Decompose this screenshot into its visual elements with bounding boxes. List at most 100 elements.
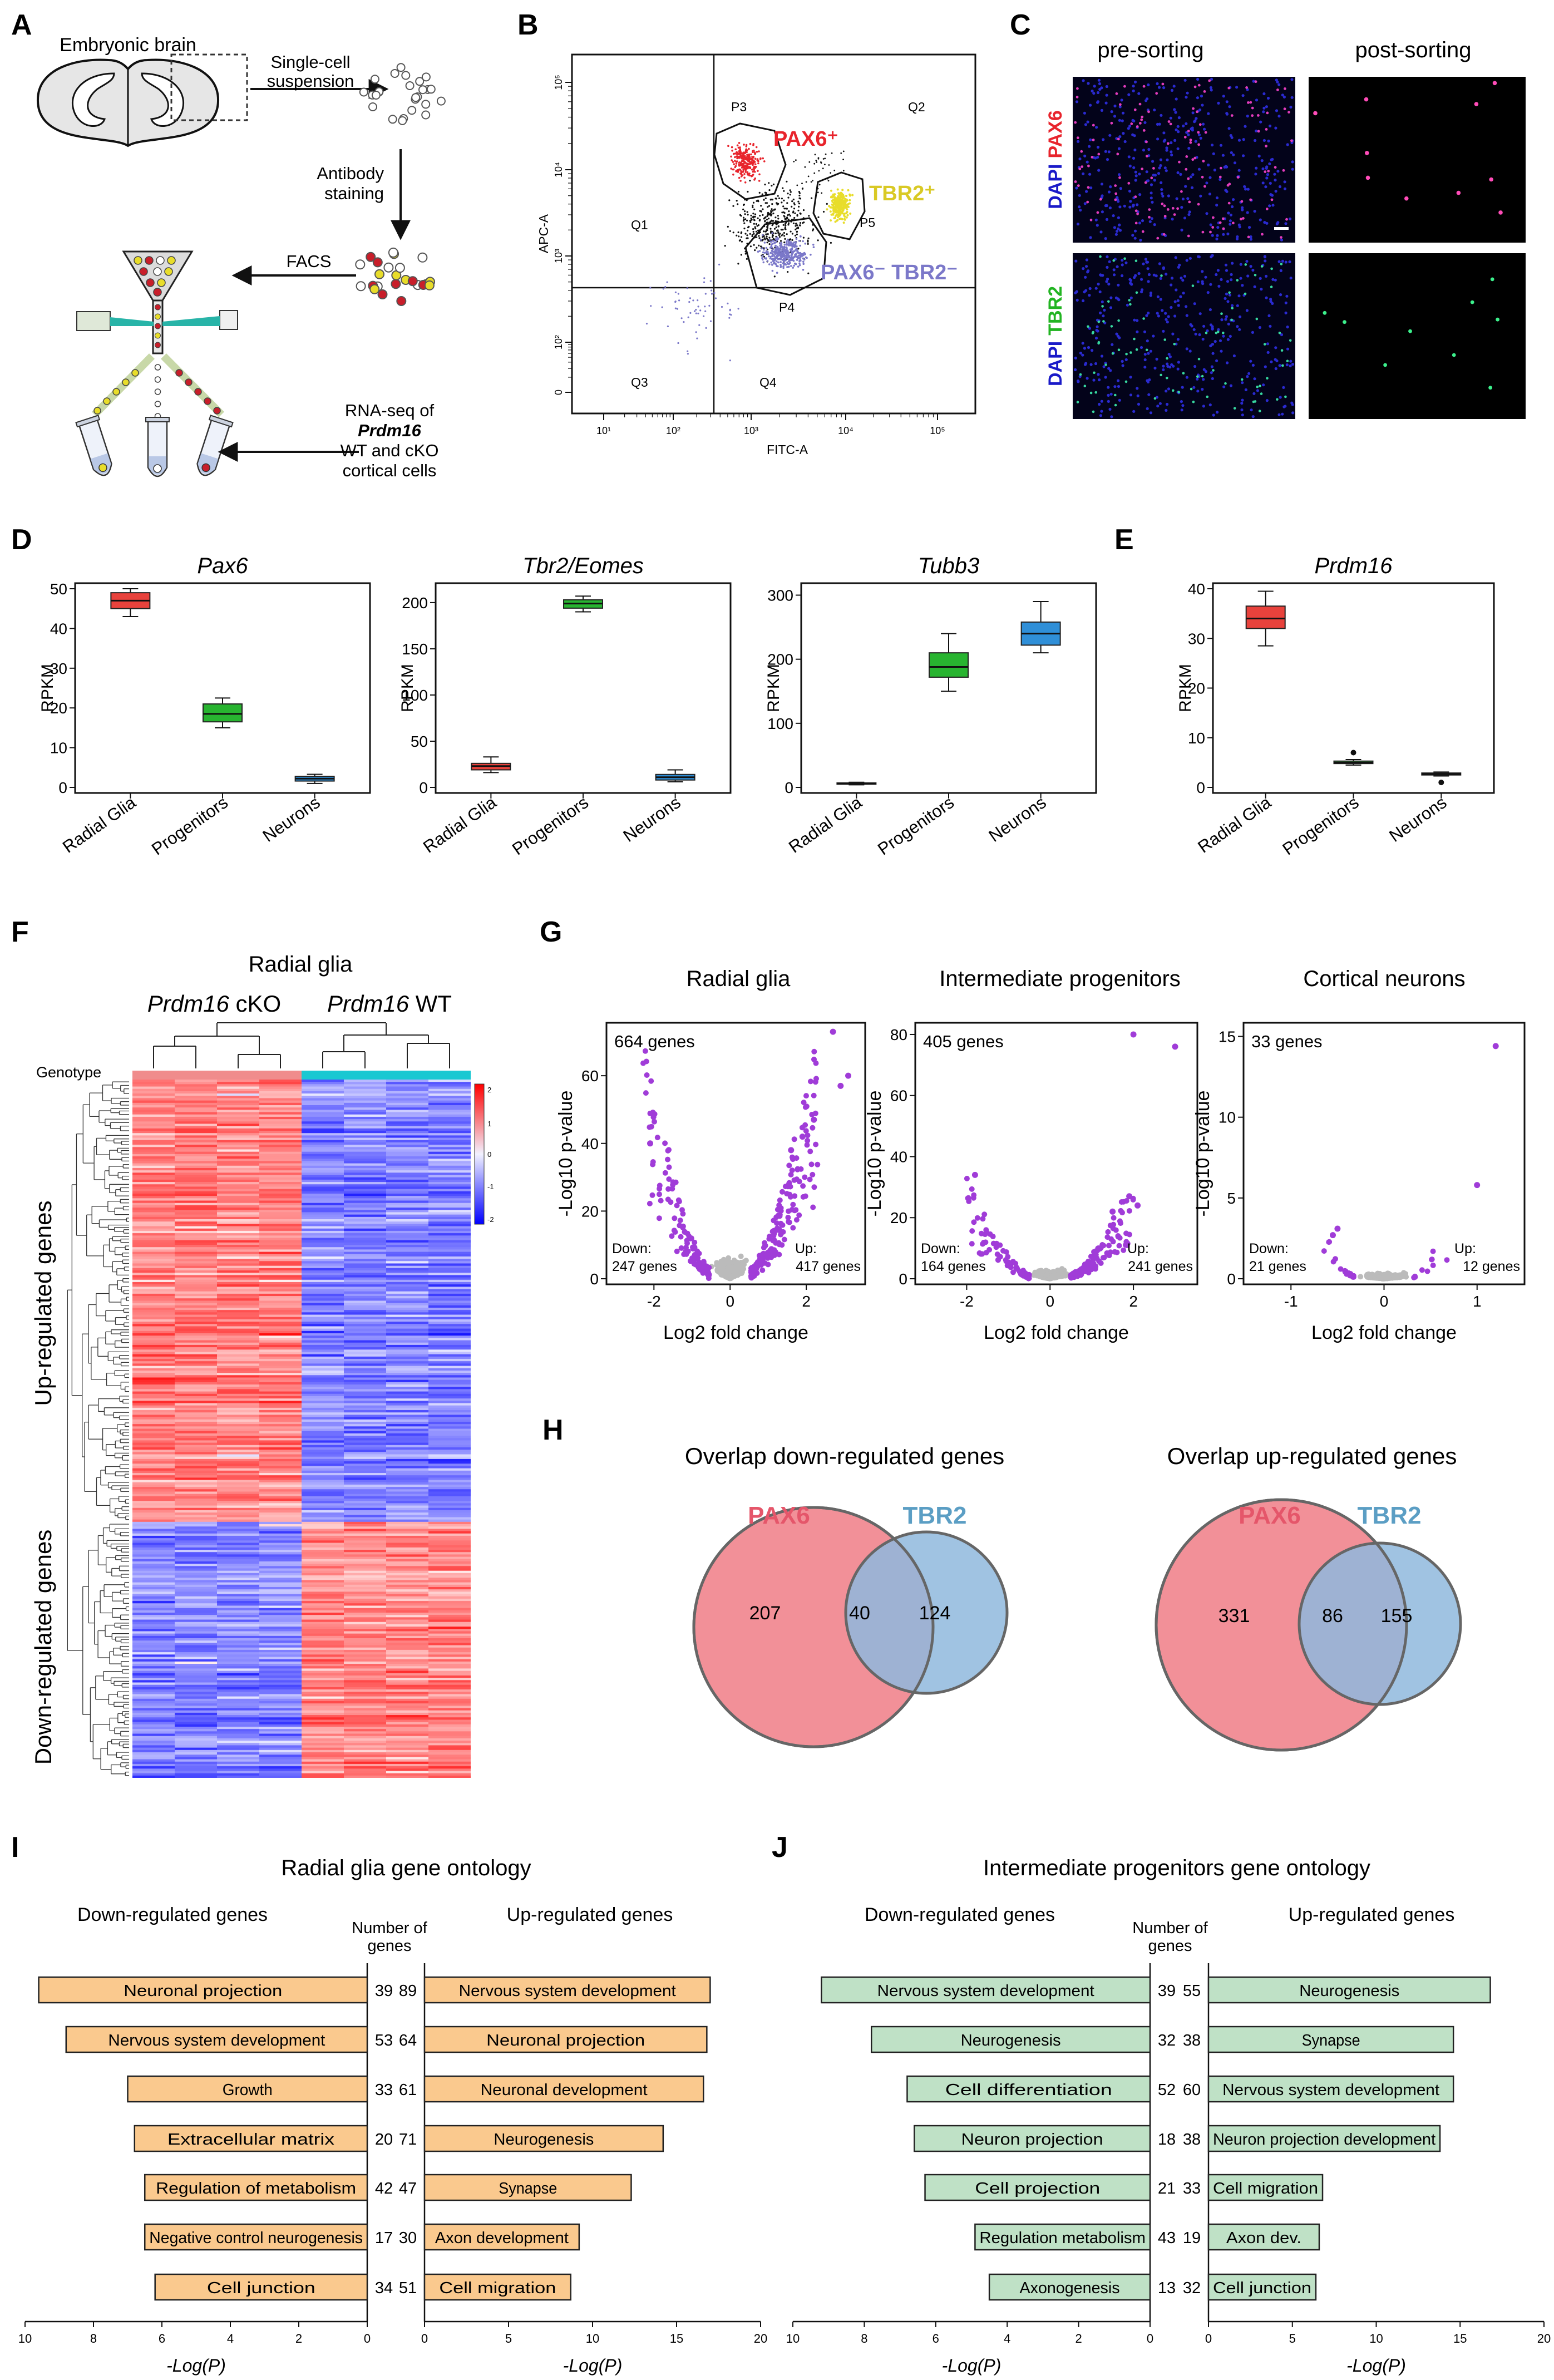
event-dot bbox=[771, 224, 773, 226]
nucleus bbox=[1167, 387, 1171, 391]
nucleus bbox=[1173, 139, 1177, 142]
nucleus bbox=[1190, 324, 1193, 328]
heatmap-cell bbox=[259, 1503, 302, 1506]
heatmap-cell bbox=[428, 1307, 471, 1310]
heatmap-cell bbox=[175, 1305, 218, 1308]
event-dot bbox=[738, 150, 741, 153]
nucleus bbox=[1209, 344, 1212, 348]
heatmap-cell bbox=[386, 1147, 429, 1150]
heatmap-cell bbox=[428, 1175, 471, 1178]
heatmap-cell bbox=[217, 1472, 260, 1476]
nucleus bbox=[1114, 198, 1117, 201]
nucleus bbox=[1274, 179, 1277, 182]
heatmap-cell bbox=[132, 1452, 175, 1455]
heatmap-cell bbox=[259, 1191, 302, 1194]
heatmap-cell bbox=[217, 1421, 260, 1425]
event-dot bbox=[703, 281, 706, 283]
event-dot bbox=[761, 247, 763, 249]
nucleus bbox=[1285, 363, 1289, 367]
heatmap-cell bbox=[217, 1666, 260, 1669]
nucleus bbox=[1177, 265, 1180, 269]
heatmap-cell bbox=[259, 1131, 302, 1134]
heatmap-cell bbox=[132, 1610, 175, 1613]
nucleus bbox=[1251, 106, 1254, 110]
nucleus bbox=[1282, 95, 1286, 98]
cell bbox=[401, 71, 411, 80]
heatmap-cell bbox=[259, 1556, 302, 1560]
nucleus bbox=[1230, 273, 1233, 276]
heatmap-cell bbox=[259, 1452, 302, 1455]
nucleus bbox=[1203, 90, 1206, 93]
nucleus bbox=[1265, 221, 1269, 225]
nucleus bbox=[1253, 210, 1256, 213]
nucleus bbox=[1160, 114, 1163, 117]
heatmap-cell bbox=[217, 1450, 260, 1452]
heatmap-cell bbox=[175, 1526, 218, 1529]
heatmap-cell bbox=[386, 1731, 429, 1735]
nucleus bbox=[1187, 133, 1190, 136]
heatmap-cell bbox=[386, 1200, 429, 1204]
heatmap-cell bbox=[175, 1175, 218, 1178]
heatmap-cell bbox=[302, 1552, 344, 1555]
heatmap-cell bbox=[386, 1710, 429, 1713]
heatmap-cells bbox=[132, 1080, 471, 1778]
event-dot bbox=[812, 229, 814, 231]
nucleus bbox=[1124, 261, 1128, 264]
heatmap-cell bbox=[259, 1303, 302, 1306]
event-dot bbox=[744, 233, 747, 235]
heatmap-cell bbox=[217, 1212, 260, 1215]
brain-label: Embryonic brain bbox=[60, 35, 196, 56]
heatmap-cell bbox=[344, 1570, 387, 1574]
heatmap-cell bbox=[259, 1352, 302, 1355]
event-dot bbox=[787, 196, 790, 199]
nucleus bbox=[1143, 366, 1147, 369]
nucleus bbox=[1278, 332, 1281, 334]
heatmap-cell bbox=[302, 1464, 344, 1467]
heatmap-cell bbox=[302, 1722, 344, 1725]
event-dot bbox=[774, 244, 777, 247]
event-dot bbox=[834, 220, 837, 223]
nucleus bbox=[1488, 386, 1493, 390]
nucleus bbox=[1078, 205, 1081, 209]
heatmap-cell bbox=[428, 1447, 471, 1450]
heatmap-cell bbox=[175, 1484, 218, 1487]
nucleus bbox=[1132, 119, 1136, 123]
nucleus bbox=[1226, 232, 1230, 235]
nucleus bbox=[1211, 226, 1215, 229]
event-dot bbox=[764, 191, 766, 194]
nucleus bbox=[1134, 221, 1138, 225]
nucleus bbox=[1202, 324, 1206, 328]
boxplot-ytick: 40 bbox=[1188, 580, 1205, 598]
nucleus bbox=[1174, 111, 1177, 114]
heatmap-cell bbox=[259, 1496, 302, 1499]
nucleus bbox=[1100, 109, 1103, 112]
heatmap-cell bbox=[259, 1391, 302, 1395]
heatmap-cell bbox=[428, 1717, 471, 1721]
heatmap-cell bbox=[386, 1086, 429, 1090]
event-dot bbox=[785, 208, 787, 210]
nucleus bbox=[1197, 133, 1201, 136]
event-dot bbox=[837, 206, 840, 208]
nucleus bbox=[1260, 265, 1264, 268]
heatmap-cell bbox=[175, 1657, 218, 1660]
heatmap-cell bbox=[217, 1664, 260, 1667]
heatmap-cell bbox=[386, 1678, 429, 1681]
heatmap-cell bbox=[344, 1163, 387, 1166]
heatmap-cell bbox=[344, 1107, 387, 1110]
nucleus bbox=[1117, 385, 1121, 388]
heatmap-cell bbox=[428, 1601, 471, 1604]
nucleus bbox=[1226, 184, 1230, 187]
heatmap-cell bbox=[175, 1179, 218, 1182]
heatmap-cell bbox=[428, 1270, 471, 1273]
heatmap-cell bbox=[132, 1417, 175, 1420]
event-dot bbox=[753, 219, 756, 221]
heatmap-cell bbox=[302, 1682, 344, 1686]
nucleus bbox=[1116, 196, 1119, 199]
heatmap-cell bbox=[428, 1726, 471, 1729]
nucleus bbox=[1117, 137, 1120, 141]
nucleus bbox=[1185, 314, 1188, 317]
quadrant-q3: Q3 bbox=[631, 375, 648, 390]
heatmap-cell bbox=[344, 1675, 387, 1678]
heatmap-cell bbox=[428, 1159, 471, 1162]
nucleus bbox=[1133, 236, 1137, 240]
